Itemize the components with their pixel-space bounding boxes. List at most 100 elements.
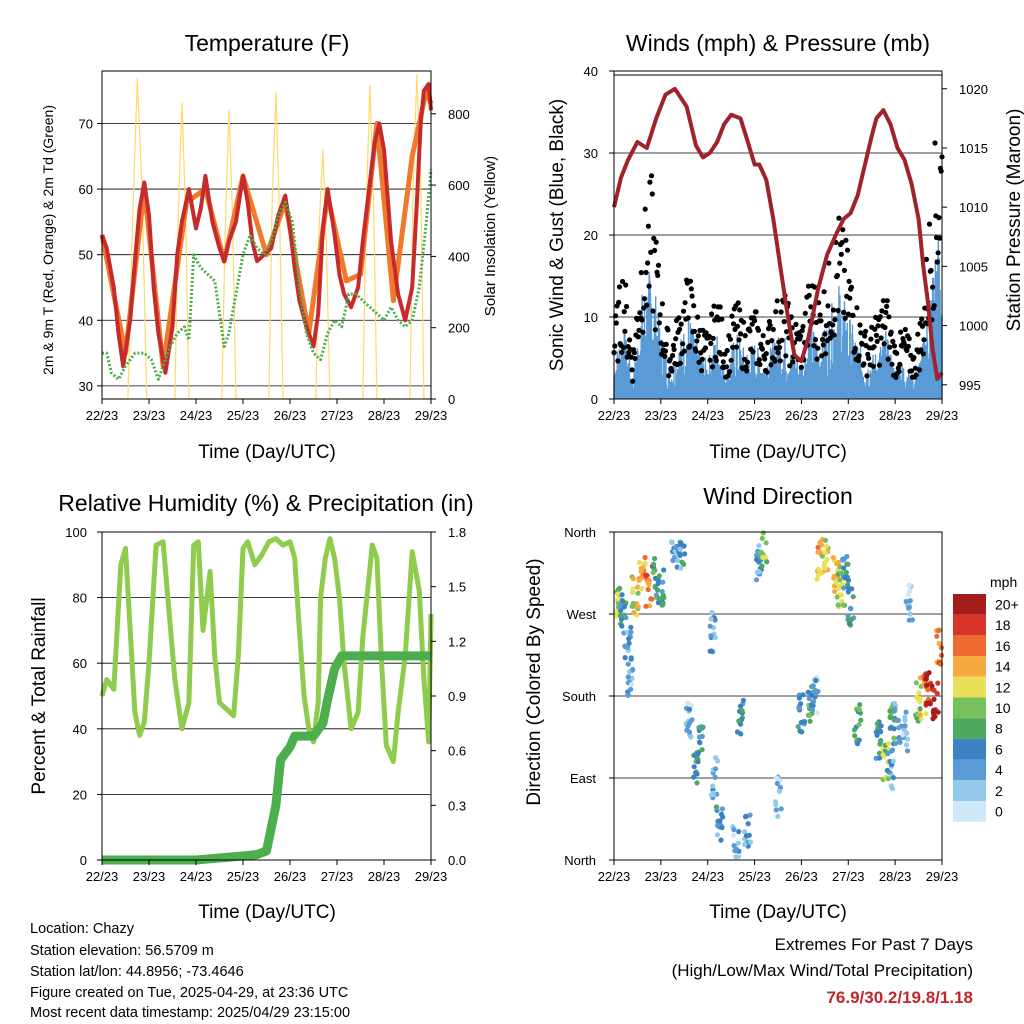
gust-point [837, 260, 843, 266]
gust-point [904, 347, 910, 354]
gust-point [787, 363, 793, 369]
gust-point [831, 332, 837, 338]
direction-point [759, 563, 765, 569]
direction-point [651, 561, 657, 567]
direction-point [710, 790, 717, 796]
legend-title: mph [990, 574, 1017, 590]
direction-point [831, 575, 837, 581]
direction-point [832, 588, 838, 595]
direction-point [889, 786, 896, 792]
humidity-x-axis-label: Time (Day/UTC) [198, 902, 336, 923]
direction-point [902, 723, 908, 729]
direction-point [833, 579, 839, 586]
gust-point [682, 300, 688, 306]
gust-point [638, 270, 644, 276]
gust-point [640, 329, 646, 335]
gust-point [850, 312, 856, 318]
gust-point [736, 337, 742, 343]
gust-point [687, 278, 694, 284]
gust-point [706, 333, 712, 339]
direction-point [712, 635, 718, 641]
gust-point [818, 318, 824, 324]
x-tick-label: 22/23 [598, 408, 631, 423]
direction-point [905, 748, 911, 754]
gust-point [677, 360, 684, 366]
gust-point [878, 335, 884, 341]
direction-point [843, 569, 850, 576]
humidity-title: Relative Humidity (%) & Precipitation (i… [58, 490, 473, 516]
footer-location: Location: Chazy [30, 921, 134, 937]
direction-point [670, 557, 676, 564]
gust-point [865, 351, 871, 357]
left-tick-label: 20 [584, 228, 598, 243]
right-tick-label: 1.2 [448, 634, 466, 649]
direction-point [924, 682, 930, 688]
legend-label: 6 [995, 741, 1003, 757]
direction-point [615, 591, 621, 597]
gust-point [651, 235, 657, 241]
gust-point [762, 356, 768, 362]
gust-point [926, 221, 933, 227]
gust-point [936, 215, 942, 221]
direction-point [917, 706, 923, 712]
gust-point [772, 358, 778, 364]
gust-point [615, 358, 621, 364]
gust-point [724, 347, 730, 354]
direction-point [638, 586, 645, 592]
direction-point [743, 833, 750, 839]
right-tick-label: 0.0 [448, 853, 466, 868]
gust-point [662, 348, 669, 354]
direction-point [878, 723, 884, 729]
gust-point [862, 333, 868, 339]
gust-point [735, 300, 741, 306]
gust-point [879, 308, 885, 314]
gust-point [659, 301, 666, 307]
direction-point [617, 602, 623, 608]
direction-point [659, 602, 665, 608]
gust-point [934, 259, 940, 265]
gust-point [645, 223, 652, 229]
direction-point [692, 770, 699, 776]
direction-point [891, 735, 897, 741]
gust-point [616, 299, 622, 305]
gust-point [652, 247, 658, 254]
direction-point [795, 724, 801, 730]
direction-point [763, 540, 769, 546]
gust-point [775, 350, 781, 356]
x-tick-label: 27/23 [832, 869, 865, 884]
direction-point [810, 683, 816, 689]
direction-point [823, 543, 830, 550]
gust-point [806, 292, 812, 298]
gust-point [655, 262, 662, 268]
gust-point [812, 337, 819, 343]
direction-point [653, 592, 660, 598]
gust-point [703, 330, 709, 336]
direction-point [917, 699, 923, 705]
gust-point [815, 345, 821, 351]
x-tick-label: 24/23 [180, 869, 213, 884]
direction-point [934, 633, 940, 639]
right-tick-label: 200 [448, 321, 470, 336]
gust-point [825, 303, 831, 309]
temperature-left-axis-label: 2m & 9m T (Red, Orange) & 2m Td (Green) [40, 105, 56, 375]
right-tick-label: 1000 [959, 319, 988, 334]
direction-point [807, 712, 813, 719]
direction-point [884, 767, 890, 773]
right-tick-label: 400 [448, 249, 470, 264]
gust-point [730, 321, 737, 327]
direction-point [913, 680, 920, 686]
gust-point [649, 191, 655, 197]
direction-point [885, 740, 892, 747]
gust-point [858, 330, 864, 336]
direction-point [649, 596, 655, 602]
gust-point [637, 310, 643, 316]
right-tick-label: 1.5 [448, 580, 466, 595]
gust-point [665, 327, 671, 333]
gust-point [737, 331, 744, 337]
gust-point [767, 322, 773, 328]
direction-point [917, 712, 923, 718]
direction-point [852, 733, 858, 739]
gust-point [930, 284, 936, 290]
direction-point [927, 701, 933, 707]
x-tick-label: 23/23 [645, 408, 678, 423]
